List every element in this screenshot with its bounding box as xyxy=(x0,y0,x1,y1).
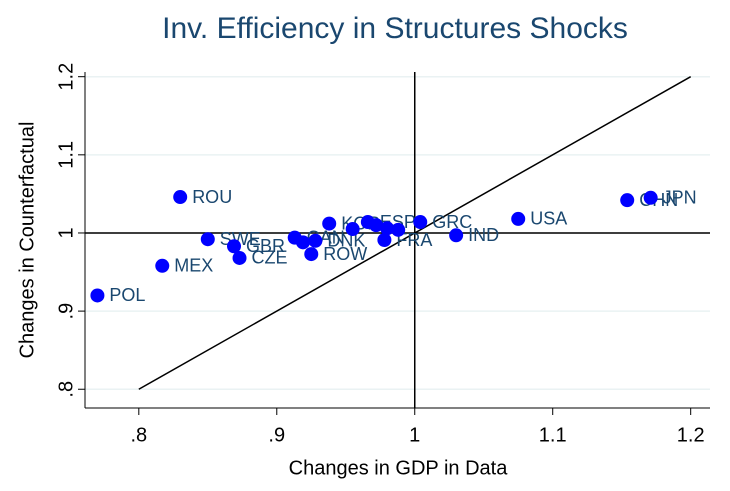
point-label: DNK xyxy=(327,231,365,251)
x-tick-label: 1.1 xyxy=(539,424,567,446)
x-tick-label: .8 xyxy=(130,424,147,446)
point xyxy=(511,211,526,226)
y-tick-label: .9 xyxy=(55,303,77,320)
point xyxy=(377,233,392,247)
point xyxy=(295,235,310,250)
chart-title: Inv. Efficiency in Structures Shocks xyxy=(162,12,628,45)
y-tick-label: 1.2 xyxy=(55,63,77,91)
point-label: POL xyxy=(109,285,145,305)
point xyxy=(369,218,384,233)
point xyxy=(232,250,247,265)
point xyxy=(90,288,105,303)
point xyxy=(200,232,215,247)
point-label: CZE xyxy=(252,248,288,268)
y-tick-label: 1.1 xyxy=(55,141,77,169)
point-label: ROW xyxy=(323,244,367,264)
point-label: GBR xyxy=(246,236,285,256)
point xyxy=(345,222,360,237)
point xyxy=(227,239,242,254)
point xyxy=(308,233,323,248)
x-axis-label: Changes in GDP in Data xyxy=(289,457,509,479)
y-axis-label: Changes in Counterfactual xyxy=(16,122,38,359)
point-label: FRA xyxy=(396,230,432,250)
y-tick-label: .8 xyxy=(55,381,77,398)
point xyxy=(391,222,406,237)
point-label: MEX xyxy=(174,256,213,276)
diagonal-line xyxy=(138,76,692,390)
point xyxy=(155,258,170,273)
point-label: IND xyxy=(468,225,499,245)
x-tick-label: .9 xyxy=(268,424,285,446)
point xyxy=(304,247,319,262)
point-label: JPN xyxy=(663,188,697,208)
point-label: USA xyxy=(530,209,567,229)
y-tick-label: 1 xyxy=(55,227,77,238)
point xyxy=(173,190,188,205)
x-tick-label: 1.2 xyxy=(677,424,705,446)
x-tick-label: 1 xyxy=(409,424,420,446)
point xyxy=(380,221,395,236)
point xyxy=(449,228,464,243)
point xyxy=(620,193,635,208)
point xyxy=(322,216,337,231)
point-label: GRC xyxy=(432,212,472,232)
point-label: ROU xyxy=(192,187,232,207)
point xyxy=(413,215,428,230)
point xyxy=(643,190,658,205)
